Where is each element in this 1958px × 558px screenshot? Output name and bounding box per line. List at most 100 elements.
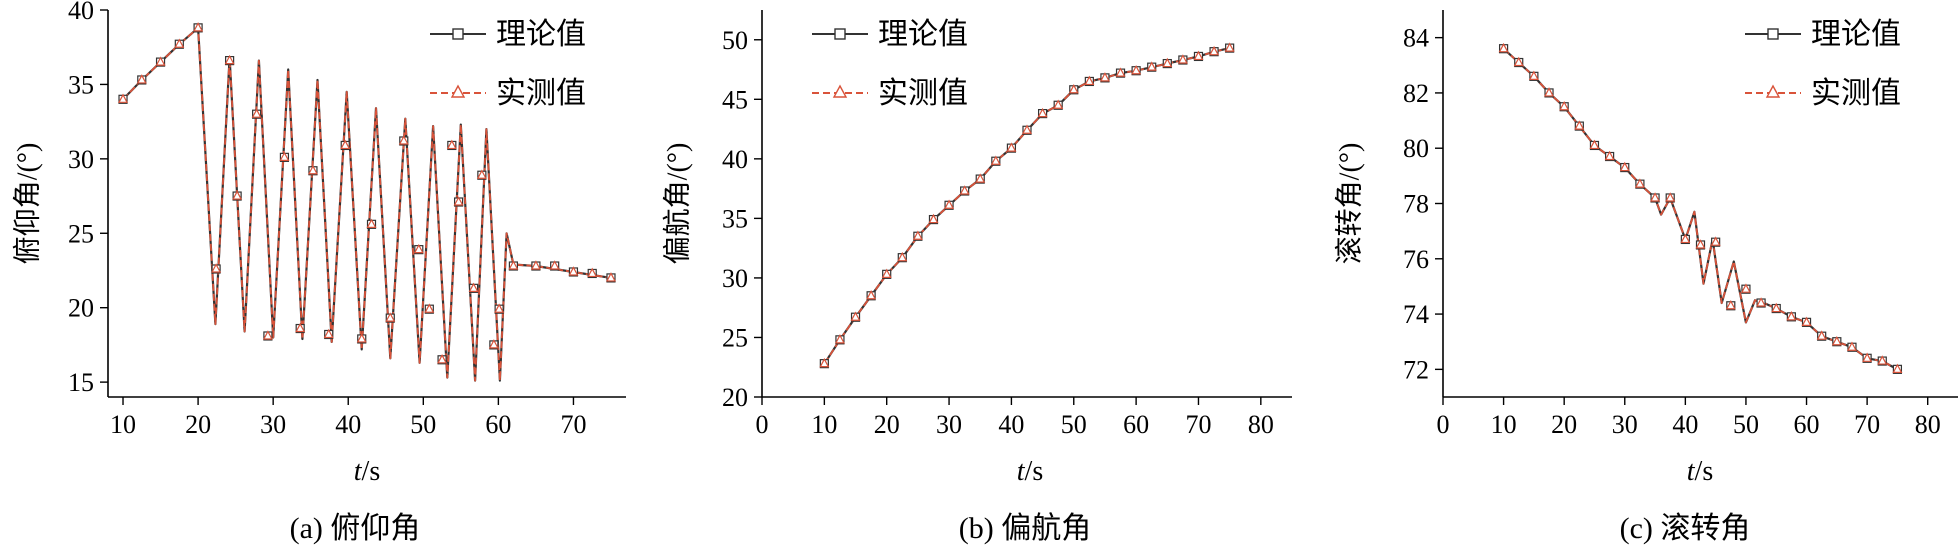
measured-marker: [928, 213, 939, 224]
legend-measured-label: 实测值: [1811, 77, 1901, 110]
x-tick-label: 0: [1437, 410, 1450, 439]
x-tick-label: 10: [110, 410, 136, 439]
measured-marker: [437, 354, 448, 364]
measured-marker: [385, 312, 396, 322]
legend-measured-marker: [450, 84, 466, 98]
x-axis-title-var: t: [1687, 456, 1696, 487]
y-tick-label: 82: [1403, 79, 1429, 108]
measured-marker: [251, 108, 262, 118]
measured-marker: [850, 311, 861, 321]
measured-marker: [1053, 99, 1064, 109]
measured-marker: [834, 334, 845, 344]
measured-marker: [1177, 54, 1188, 64]
x-tick-label: 10: [1491, 410, 1517, 439]
measured-marker: [468, 282, 479, 292]
measured-marker: [530, 260, 541, 270]
measured-marker: [866, 290, 877, 300]
x-tick-label: 20: [874, 410, 900, 439]
series-measured-line: [122, 26, 612, 382]
x-tick-label: 70: [1185, 410, 1211, 439]
y-tick-label: 84: [1403, 24, 1429, 53]
x-tick-label: 40: [998, 410, 1024, 439]
y-tick-label: 50: [722, 26, 748, 55]
legend-theory-label: 理论值: [496, 18, 586, 51]
measured-marker: [1771, 302, 1782, 313]
measured-marker: [1877, 355, 1888, 365]
measured-marker: [1756, 297, 1767, 307]
x-axis-title: t/s: [354, 456, 380, 487]
measured-marker: [413, 243, 424, 254]
measured-marker: [494, 303, 505, 313]
measured-marker: [136, 74, 147, 84]
legend-theory-marker: [1767, 28, 1779, 40]
measured-marker: [1634, 178, 1645, 188]
measured-marker: [1665, 192, 1676, 202]
x-tick-label: 60: [1794, 410, 1820, 439]
x-tick-label: 50: [1061, 410, 1087, 439]
y-tick-label: 20: [68, 294, 94, 323]
x-tick-label: 20: [1551, 410, 1577, 439]
measured-marker: [1786, 311, 1797, 321]
x-tick-label: 0: [756, 410, 769, 439]
chart-panel-2: 0 10 20 30 40 50 60 70 80 20 25 30 35 40 45 50 偏航角/(°) t/…: [661, 10, 1292, 545]
measured-marker: [155, 56, 166, 66]
x-tick-label: 60: [1123, 410, 1149, 439]
x-tick-label: 60: [485, 410, 511, 439]
measured-marker: [912, 230, 923, 240]
measured-marker: [1068, 84, 1079, 94]
measured-marker: [1650, 192, 1661, 202]
measured-marker: [1619, 161, 1630, 172]
y-axis-title: 俯仰角/(°): [11, 143, 43, 265]
panel-caption: (b) 偏航角: [959, 512, 1091, 545]
measured-marker: [508, 260, 519, 270]
measured-marker: [232, 190, 243, 200]
x-tick-label: 70: [1854, 410, 1880, 439]
measured-marker: [1193, 50, 1204, 61]
measured-marker: [881, 268, 892, 278]
measured-marker: [568, 266, 579, 276]
legend-theory-marker: [452, 28, 464, 40]
measured-marker: [1006, 142, 1017, 152]
measured-marker: [323, 328, 334, 339]
measured-marker: [224, 54, 235, 65]
measured-marker: [1021, 124, 1033, 134]
measured-marker: [1892, 363, 1903, 373]
measured-marker: [211, 263, 222, 273]
measured-marker: [1695, 239, 1706, 249]
legend-theory-label: 理论值: [878, 18, 968, 51]
y-tick-label: 78: [1403, 190, 1429, 219]
x-axis-title: t/s: [1687, 456, 1713, 487]
measured-marker: [819, 357, 830, 368]
y-tick-label: 45: [722, 85, 748, 114]
measured-marker: [453, 196, 464, 206]
measured-marker: [446, 139, 457, 150]
measured-marker: [1710, 236, 1721, 246]
x-tick-label: 70: [560, 410, 586, 439]
measured-marker: [118, 93, 129, 103]
y-tick-label: 25: [722, 323, 748, 352]
measured-marker: [279, 151, 290, 161]
x-axis-title-var: t: [354, 456, 363, 487]
x-axis-title-unit: /s: [1695, 456, 1714, 487]
measured-marker: [488, 339, 499, 349]
measured-marker: [990, 155, 1001, 165]
measured-marker: [366, 218, 377, 228]
y-tick-label: 74: [1403, 300, 1429, 329]
measured-marker: [1816, 330, 1827, 340]
legend-theory-marker: [834, 28, 846, 40]
measured-marker: [1589, 139, 1600, 150]
measured-marker: [193, 22, 204, 32]
measured-marker: [1209, 45, 1220, 56]
panel-caption: (a) 俯仰角: [290, 512, 421, 545]
measured-marker: [356, 333, 367, 343]
measured-marker: [1528, 70, 1539, 80]
measured-marker: [424, 303, 435, 313]
y-tick-label: 35: [68, 70, 94, 99]
y-tick-label: 35: [722, 204, 748, 233]
legend-measured-label: 实测值: [878, 77, 968, 110]
x-tick-label: 10: [811, 410, 837, 439]
measured-marker: [1740, 283, 1751, 293]
y-tick-label: 72: [1403, 355, 1429, 384]
y-tick-label: 20: [722, 383, 748, 412]
